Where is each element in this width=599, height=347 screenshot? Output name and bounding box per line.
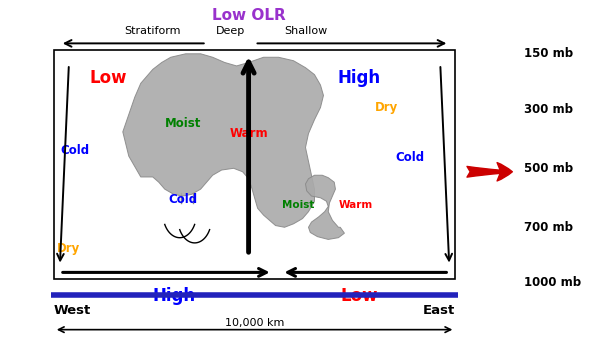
Text: 300 mb: 300 mb [524,103,573,116]
Text: Cold: Cold [60,144,89,158]
Text: Dry: Dry [375,101,398,114]
Text: 1000 mb: 1000 mb [524,276,581,289]
Text: Stratiform: Stratiform [125,26,181,36]
Text: Dry: Dry [58,242,80,255]
Text: 150 mb: 150 mb [524,47,573,60]
Text: 700 mb: 700 mb [524,221,573,234]
Text: Moist: Moist [282,200,314,210]
Text: Warm: Warm [229,127,268,140]
Polygon shape [123,54,323,227]
Text: Moist: Moist [165,117,201,130]
Text: Shallow: Shallow [284,26,327,36]
Text: High: High [338,69,381,87]
Bar [54,50,455,279]
Text: West: West [54,304,91,317]
Text: 10,000 km: 10,000 km [225,318,285,328]
Text: Low: Low [341,287,378,305]
Text: Deep: Deep [216,26,245,36]
Text: Low OLR: Low OLR [211,8,286,23]
Text: East: East [423,304,455,317]
Text: Warm: Warm [338,200,373,210]
Text: Low: Low [89,69,126,87]
Text: Cold: Cold [168,193,197,206]
Text: Cold: Cold [396,151,425,164]
Text: High: High [152,287,195,305]
Text: 500 mb: 500 mb [524,162,573,175]
Polygon shape [305,175,344,239]
